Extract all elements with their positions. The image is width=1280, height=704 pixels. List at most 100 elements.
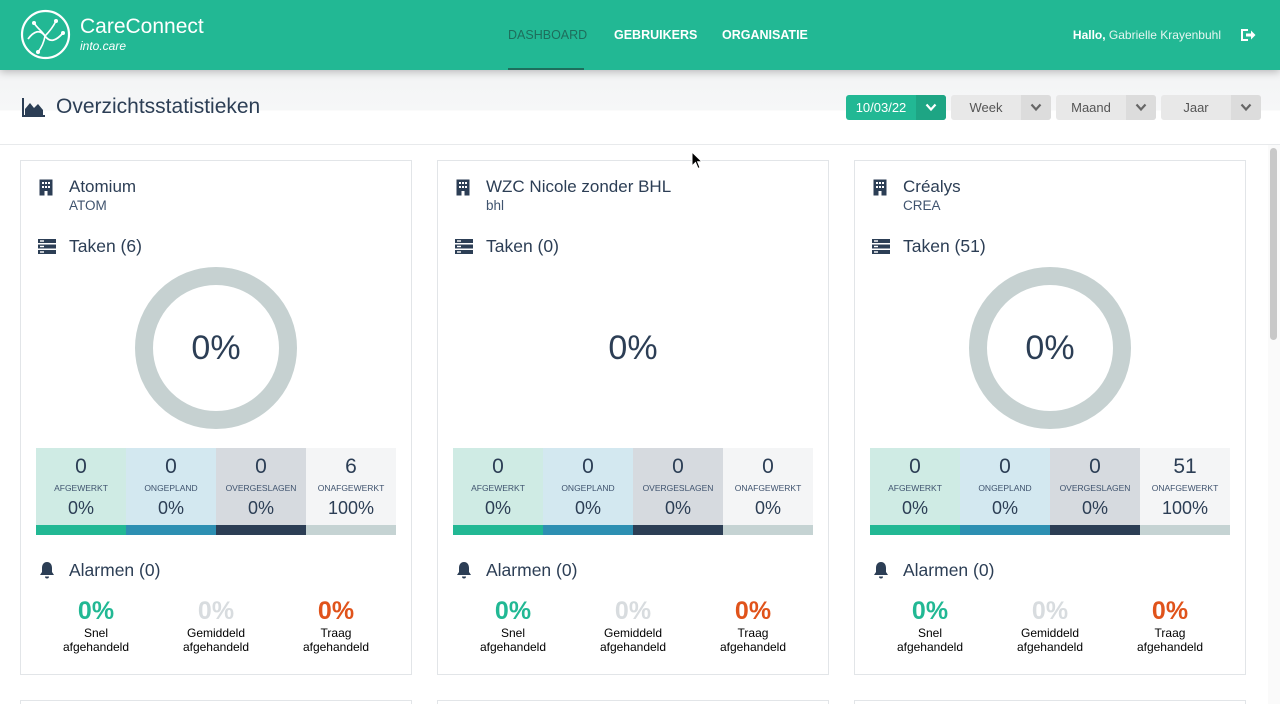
stat-ongepland[interactable]: 0 ONGEPLAND 0% [960, 448, 1050, 535]
alarm-traag: 0% Traag afgehandeld [276, 596, 396, 654]
building-icon [39, 179, 53, 196]
organisation-code: bhl [486, 198, 505, 213]
stat-afgewerkt[interactable]: 0 AFGEWERKT 0% [870, 448, 960, 535]
logout-icon[interactable] [1240, 28, 1256, 42]
brand-subtitle: into.care [80, 39, 127, 53]
stat-color-bar [1050, 525, 1140, 535]
year-selector-toggle[interactable] [1231, 95, 1261, 120]
alarm-label-line2: afgehandeld [62, 640, 130, 654]
nav-gebruikers[interactable]: GEBRUIKERS [614, 28, 698, 42]
stat-percentage: 0% [664, 498, 691, 518]
task-stats: 0 AFGEWERKT 0% 0 ONGEPLAND 0% 0 OVERGESLAGEN 0% 5… [870, 448, 1230, 535]
stat-color-bar [306, 525, 396, 535]
date-picker-toggle[interactable] [916, 95, 946, 120]
careconnect-logo-icon[interactable] [20, 9, 71, 60]
chevron-down-icon [925, 103, 937, 112]
stat-afgewerkt[interactable]: 0 AFGEWERKT 0% [36, 448, 126, 535]
date-picker[interactable]: 10/03/22 [846, 95, 946, 120]
stat-percentage: 0% [754, 498, 781, 518]
mouse-cursor-icon [691, 151, 703, 170]
stat-count: 0 [492, 455, 504, 478]
alarm-label-line1: Traag [737, 626, 769, 640]
stat-label: OVERGESLAGEN [225, 483, 297, 493]
alarm-percentage: 0% [614, 597, 652, 625]
alarm-traag: 0% Traag afgehandeld [1110, 596, 1230, 654]
chevron-down-icon [1240, 103, 1252, 112]
top-navigation-bar: CareConnect into.care DASHBOARD GEBRUIKE… [0, 0, 1280, 70]
stat-percentage: 0% [1081, 498, 1108, 518]
year-selector[interactable]: Jaar [1161, 95, 1261, 120]
nav-dashboard[interactable]: DASHBOARD [508, 28, 588, 42]
greeting-label: Hallo, [1072, 28, 1106, 42]
tasks-donut-chart [969, 267, 1131, 429]
week-selector-label: Week [969, 100, 1003, 115]
month-selector-toggle[interactable] [1126, 95, 1156, 120]
stat-ongepland[interactable]: 0 ONGEPLAND 0% [126, 448, 216, 535]
stat-onafgewerkt[interactable]: 51 ONAFGEWERKT 100% [1140, 448, 1230, 535]
stat-ongepland[interactable]: 0 ONGEPLAND 0% [543, 448, 633, 535]
stat-percentage: 0% [247, 498, 274, 518]
alarms-title: Alarmen (0) [903, 560, 995, 580]
alarm-percentage: 0% [734, 597, 772, 625]
stat-label: AFGEWERKT [54, 483, 108, 493]
stat-label: AFGEWERKT [471, 483, 525, 493]
alarm-percentage: 0% [1151, 597, 1189, 625]
stat-overgeslagen[interactable]: 0 OVERGESLAGEN 0% [216, 448, 306, 535]
alarm-snel: 0% Snel afgehandeld [36, 596, 156, 654]
organisation-card: Atomium ATOM Taken (6) 0% 0 AFGEWERKT 0% 0 ONGEP… [20, 160, 412, 675]
organisation-name[interactable]: WZC Nicole zonder BHL [486, 177, 672, 196]
area-chart-icon [22, 98, 45, 117]
stat-count: 0 [582, 455, 594, 478]
building-icon [873, 179, 887, 196]
stat-percentage: 0% [67, 498, 94, 518]
alarm-label-line2: afgehandeld [599, 640, 667, 654]
stat-onafgewerkt[interactable]: 6 ONAFGEWERKT 100% [306, 448, 396, 535]
stat-label: ONAFGEWERKT [734, 483, 802, 493]
scrollbar-thumb[interactable] [1270, 148, 1277, 340]
alarm-label-line2: afgehandeld [182, 640, 250, 654]
stat-count: 51 [1173, 455, 1197, 478]
alarm-label-line1: Traag [1154, 626, 1186, 640]
stat-afgewerkt[interactable]: 0 AFGEWERKT 0% [453, 448, 543, 535]
stat-percentage: 0% [157, 498, 184, 518]
stat-percentage: 100% [327, 498, 375, 518]
vertical-scrollbar[interactable] [1268, 145, 1280, 704]
stat-color-bar [633, 525, 723, 535]
alarm-label-line2: afgehandeld [1136, 640, 1204, 654]
tasks-title: Taken (6) [69, 236, 142, 256]
month-selector-label: Maand [1071, 100, 1111, 115]
page-title: Overzichtsstatistieken [56, 95, 261, 118]
next-card [854, 700, 1246, 704]
alarm-label-line1: Gemiddeld [186, 626, 246, 640]
stat-count: 6 [345, 455, 357, 478]
month-selector[interactable]: Maand [1056, 95, 1156, 120]
organisation-name[interactable]: Atomium [69, 177, 137, 196]
alarm-label-line2: afgehandeld [896, 640, 964, 654]
stat-percentage: 0% [484, 498, 511, 518]
stat-label: ONGEPLAND [561, 483, 615, 493]
stat-label: ONAFGEWERKT [317, 483, 385, 493]
stat-label: ONAFGEWERKT [1151, 483, 1219, 493]
stat-percentage: 100% [1161, 498, 1209, 518]
stat-count: 0 [165, 455, 177, 478]
week-selector-toggle[interactable] [1021, 95, 1051, 120]
nav-organisatie[interactable]: ORGANISATIE [722, 28, 808, 42]
organisation-name[interactable]: Créalys [903, 177, 961, 196]
user-name[interactable]: Gabrielle Krayenbuhl [1108, 28, 1221, 42]
user-greeting: Hallo, Gabrielle Krayenbuhl [1073, 28, 1221, 42]
organisation-card: Créalys CREA Taken (51) 0% 0 AFGEWERKT 0% 0 ONGE… [854, 160, 1246, 675]
stat-onafgewerkt[interactable]: 0 ONAFGEWERKT 0% [723, 448, 813, 535]
stat-overgeslagen[interactable]: 0 OVERGESLAGEN 0% [1050, 448, 1140, 535]
chevron-down-icon [1030, 103, 1042, 112]
week-selector[interactable]: Week [951, 95, 1051, 120]
stat-percentage: 0% [991, 498, 1018, 518]
alarm-percentage: 0% [77, 597, 115, 625]
stat-overgeslagen[interactable]: 0 OVERGESLAGEN 0% [633, 448, 723, 535]
stat-color-bar [126, 525, 216, 535]
alarm-label-line2: afgehandeld [1016, 640, 1084, 654]
alarm-label-line2: afgehandeld [302, 640, 370, 654]
organisation-code: CREA [903, 198, 941, 213]
stat-label: OVERGESLAGEN [1059, 483, 1131, 493]
brand[interactable]: CareConnect into.care [80, 15, 204, 53]
alarm-label-line1: Traag [320, 626, 352, 640]
